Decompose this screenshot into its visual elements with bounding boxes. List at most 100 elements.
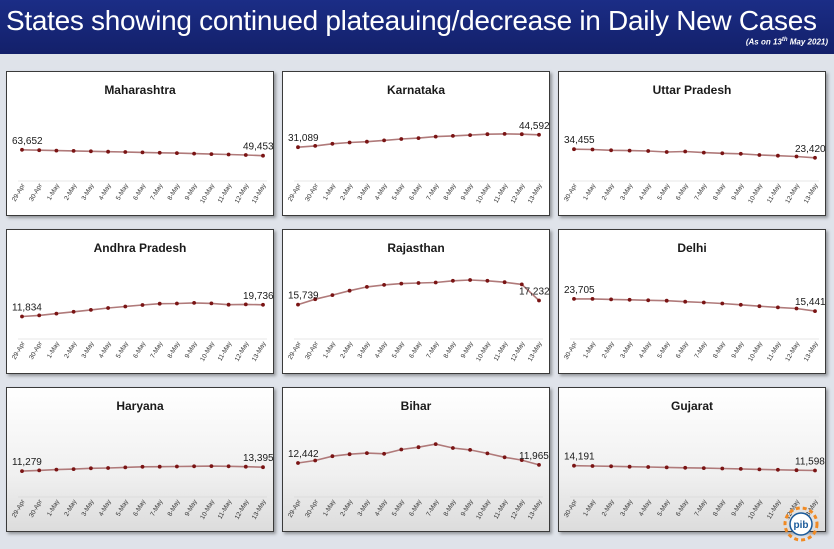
- line-chart: Uttar Pradesh 34,455 23,420 30-Apr 1-May 2-Ma…: [563, 83, 825, 205]
- chart-panel-karnataka: Karnataka 31,089 44,592 29-Apr 30-Apr 1-May 2-…: [282, 71, 550, 216]
- data-point: [313, 458, 318, 463]
- x-tick-label: 1-May: [582, 182, 597, 202]
- data-point: [683, 299, 688, 304]
- data-point: [485, 451, 490, 456]
- x-tick-label: 11-May: [493, 340, 510, 363]
- x-tick-label: 13-May: [803, 340, 820, 363]
- x-tick-label: 9-May: [184, 340, 199, 360]
- data-point: [37, 313, 42, 318]
- data-point: [192, 151, 197, 156]
- data-point: [433, 442, 438, 446]
- data-point: [738, 467, 743, 471]
- x-tick-label: 11-May: [493, 182, 510, 205]
- x-tick-label: 13-May: [251, 340, 268, 363]
- data-point: [794, 306, 799, 311]
- x-tick-label: 30-Apr: [304, 498, 320, 519]
- x-tick-label: 6-May: [132, 498, 147, 518]
- data-point: [209, 464, 214, 468]
- as-on-prefix: (As on 13: [745, 37, 782, 47]
- x-tick-label: 7-May: [149, 498, 164, 518]
- data-point: [519, 282, 524, 287]
- data-point: [365, 285, 369, 289]
- data-point: [646, 298, 651, 303]
- series-line: [573, 464, 816, 472]
- data-point: [416, 136, 421, 140]
- x-tick-label: 30-Apr: [304, 340, 320, 361]
- chart-title: Andhra Pradesh: [94, 241, 187, 255]
- x-tick-label: 2-May: [63, 182, 78, 202]
- x-tick-label: 6-May: [408, 498, 423, 518]
- data-point: [54, 467, 59, 472]
- x-tick-label: 12-May: [234, 498, 251, 521]
- data-point: [192, 464, 197, 469]
- logo-disc: [789, 512, 813, 536]
- data-point: [451, 134, 455, 138]
- data-point: [572, 147, 576, 152]
- data-point: [261, 302, 265, 307]
- x-tick-label: 9-May: [730, 182, 745, 202]
- x-tick-label: 13-May: [527, 182, 544, 205]
- x-tick-label: 30-Apr: [563, 340, 579, 361]
- data-point: [209, 152, 214, 156]
- data-point: [451, 446, 455, 450]
- x-tick-label: 4-May: [374, 182, 389, 202]
- data-point: [590, 297, 595, 301]
- x-tick-label: 3-May: [357, 340, 372, 360]
- data-point: [502, 455, 507, 460]
- x-tick-label: 29-Apr: [287, 340, 303, 361]
- chart-panel-haryana: Haryana 11,279 13,395 29-Apr 30-Apr 1-May 2-Ma…: [6, 387, 274, 532]
- chart-panel-uttar-pradesh: Uttar Pradesh 34,455 23,420 30-Apr 1-May 2-Ma…: [558, 71, 826, 216]
- x-tick-label: 5-May: [391, 340, 406, 360]
- data-label: 15,739: [288, 291, 319, 302]
- as-on-suffix: May 2021): [787, 37, 828, 47]
- data-point: [89, 308, 93, 312]
- data-point: [433, 280, 438, 285]
- data-point: [54, 148, 59, 153]
- x-tick-label: 8-May: [712, 498, 727, 518]
- data-point: [71, 467, 76, 471]
- data-point: [382, 451, 386, 456]
- data-point: [296, 145, 300, 150]
- x-tick-label: 7-May: [425, 182, 440, 202]
- data-point: [609, 297, 613, 302]
- x-tick-label: 3-May: [81, 340, 96, 360]
- x-tick-label: 1-May: [46, 340, 61, 360]
- x-tick-label: 4-May: [98, 498, 113, 518]
- data-point: [664, 298, 669, 303]
- chart-title: Maharashtra: [104, 83, 176, 97]
- data-point: [243, 302, 248, 307]
- x-tick-label: 13-May: [251, 498, 268, 521]
- x-tick-label: 12-May: [234, 182, 251, 205]
- data-point: [416, 445, 421, 450]
- x-tick-label: 10-May: [199, 340, 216, 363]
- data-point: [365, 139, 369, 144]
- data-point: [738, 302, 743, 307]
- data-point: [720, 151, 725, 156]
- data-point: [20, 314, 24, 319]
- data-point: [261, 153, 265, 158]
- series-line: [297, 133, 540, 148]
- data-point: [776, 305, 780, 310]
- data-point: [701, 300, 706, 305]
- data-point: [468, 133, 472, 137]
- x-tick-label: 12-May: [784, 182, 801, 205]
- page-title: States showing continued plateauing/decr…: [6, 5, 817, 36]
- data-point: [757, 467, 762, 472]
- line-chart: Andhra Pradesh 11,834 19,736 29-Apr 30-Apr 1-…: [11, 241, 273, 363]
- data-label: 34,455: [564, 135, 595, 146]
- data-point: [37, 148, 42, 153]
- x-tick-label: 5-May: [115, 182, 130, 202]
- data-point: [609, 148, 613, 153]
- chart-panel-maharashtra: Maharashtra 63,652 49,453 29-Apr 30-Apr 1-May…: [6, 71, 274, 216]
- chart-title: Bihar: [401, 399, 432, 413]
- x-tick-label: 13-May: [527, 340, 544, 363]
- x-tick-label: 29-Apr: [287, 498, 303, 519]
- x-tick-label: 11-May: [217, 498, 234, 521]
- data-point: [416, 281, 421, 285]
- x-tick-label: 2-May: [601, 498, 616, 518]
- data-point: [347, 288, 352, 293]
- data-point: [813, 309, 817, 313]
- data-point: [157, 464, 162, 469]
- data-point: [123, 304, 128, 309]
- data-point: [720, 466, 725, 471]
